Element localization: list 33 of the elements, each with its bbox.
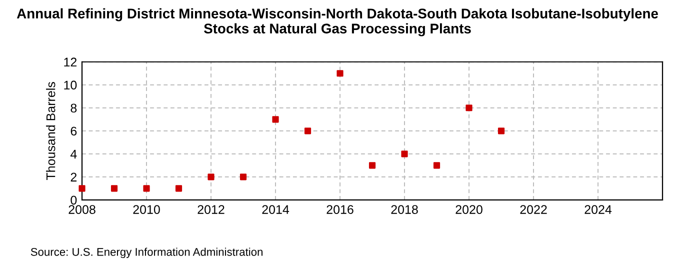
y-tick-label: 4 — [70, 150, 77, 158]
y-tick-label: 12 — [64, 58, 77, 66]
chart-title: Annual Refining District Minnesota-Wisconsin-North Dakota-South Dakota Isobutane-Isobutylene Stocks at Natural Gas Processing Plants — [16, 8, 658, 36]
y-tick-label: 10 — [64, 80, 77, 90]
x-tick-label: 2008 — [68, 205, 96, 214]
x-tick-label: 2016 — [326, 205, 354, 214]
point — [110, 185, 118, 192]
x-tick-label: 2014 — [262, 205, 290, 214]
point — [240, 174, 247, 180]
point — [401, 150, 408, 158]
point — [175, 185, 182, 192]
x-tick-label: 2010 — [133, 205, 160, 214]
y-tick-label: 8 — [70, 104, 77, 113]
source-note: Source: U.S. Energy Information Administration — [30, 248, 262, 258]
x-tick-label: 2020 — [456, 205, 482, 214]
y-axis-title: Thousand Barrels — [46, 82, 56, 180]
point — [304, 128, 312, 134]
x-tick-label: 2012 — [198, 205, 224, 214]
point — [368, 162, 376, 169]
x-tick-label: 2022 — [520, 205, 547, 214]
x-tick-label: 2018 — [391, 205, 418, 214]
y-tick-label: 6 — [70, 126, 77, 136]
point — [143, 185, 150, 192]
point — [466, 104, 472, 112]
point — [498, 128, 505, 134]
point — [78, 185, 86, 192]
y-tick-label: 0 — [70, 196, 77, 205]
point — [433, 162, 440, 169]
point — [272, 116, 279, 123]
point — [336, 70, 344, 77]
y-tick-label: 2 — [70, 172, 77, 182]
x-tick-label: 2024 — [584, 205, 612, 214]
point — [208, 174, 214, 180]
